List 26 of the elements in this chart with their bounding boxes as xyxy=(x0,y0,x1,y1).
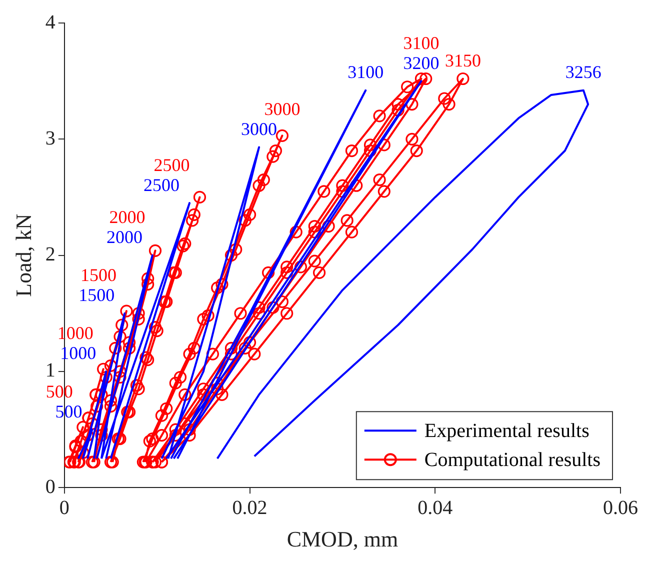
legend-label: Experimental results xyxy=(424,420,590,442)
annotation: 3000 xyxy=(241,119,278,140)
annotation: 3100 xyxy=(348,62,384,82)
x-tick-label: 0.06 xyxy=(603,496,638,519)
x-tick-label: 0.04 xyxy=(418,496,453,519)
x-tick-label: 0 xyxy=(59,496,70,519)
annotation: 3256 xyxy=(565,62,602,82)
annotation: 3200 xyxy=(403,52,440,73)
annotation: 3000 xyxy=(264,99,300,120)
annotation: 3100 xyxy=(403,32,440,53)
y-tick-label: 2 xyxy=(45,244,56,266)
annotation: 2500 xyxy=(144,174,180,195)
legend-label: Computational results xyxy=(424,448,601,471)
annotation: 1500 xyxy=(78,285,115,306)
y-tick-label: 3 xyxy=(45,127,56,150)
y-tick-label: 4 xyxy=(45,11,56,34)
annotation: 2500 xyxy=(154,154,190,175)
annotation: 1500 xyxy=(80,265,116,286)
x-axis-title: CMOD, mm xyxy=(286,526,398,552)
y-axis-title: Load, kN xyxy=(10,214,36,297)
y-tick-label: 1 xyxy=(45,360,56,382)
annotation: 2000 xyxy=(109,207,146,228)
x-tick-label: 0.02 xyxy=(232,496,268,519)
y-tick-label: 0 xyxy=(45,476,56,498)
annotation: 3150 xyxy=(444,50,481,70)
annotation: 2000 xyxy=(106,227,142,248)
